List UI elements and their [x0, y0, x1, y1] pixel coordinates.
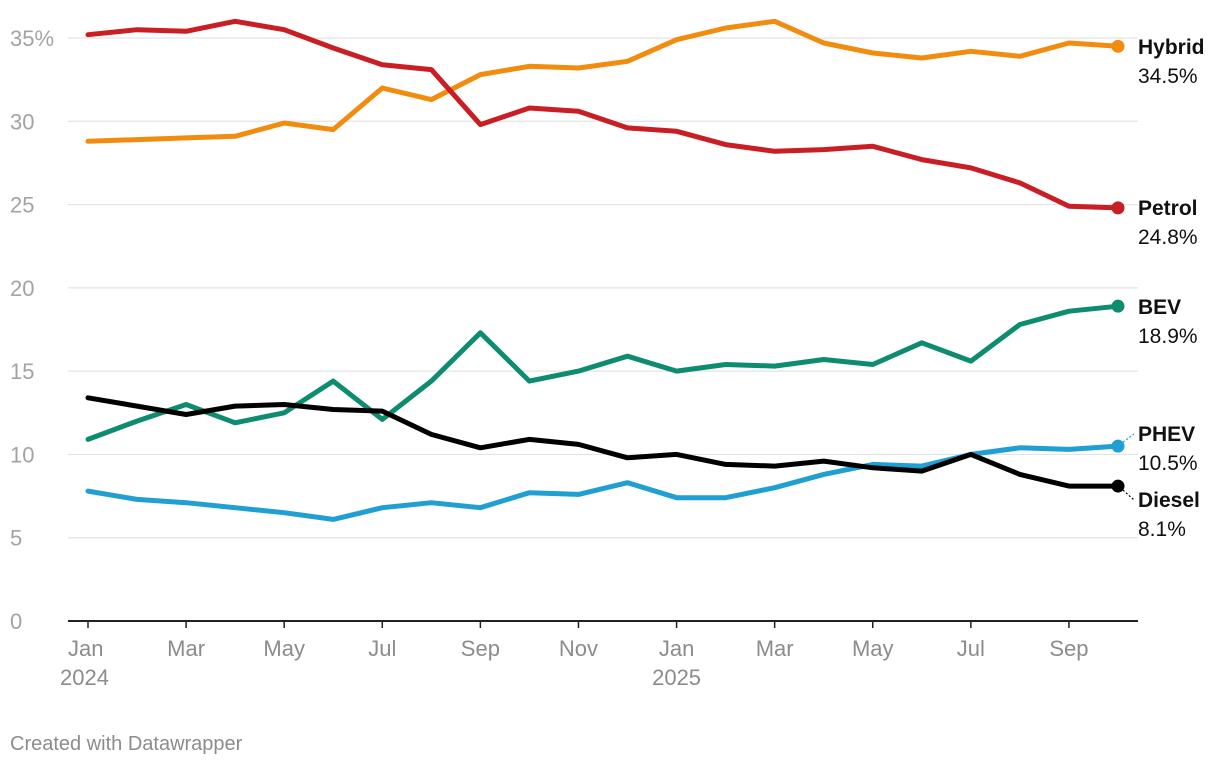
x-tick-label: May: [852, 636, 894, 661]
series-end-dot-petrol: [1111, 201, 1125, 215]
series-label-diesel: Diesel: [1138, 489, 1200, 512]
series-label-hybrid: Hybrid: [1138, 36, 1205, 59]
series-label-phev: PHEV: [1138, 423, 1195, 446]
series-label-connector-phev: [1122, 433, 1135, 443]
x-tick-label: May: [263, 636, 305, 661]
x-tick-label: Sep: [461, 636, 500, 661]
y-tick-label: 30: [10, 109, 34, 134]
x-axis-ticks: Jan 2024 Mar May Jul Sep Nov Jan 2025 Mar May Jul Se…: [60, 621, 1089, 690]
series-end-dot-hybrid: [1111, 39, 1125, 53]
y-tick-label: 20: [10, 276, 34, 301]
x-tick-year-label: 2024: [60, 665, 109, 690]
x-tick-label: Jan: [68, 636, 103, 661]
series-value-label-petrol: 24.8%: [1138, 226, 1198, 249]
series-line-bev: [85, 303, 1121, 442]
series-line-diesel: [85, 395, 1121, 489]
y-tick-label: 35%: [10, 26, 54, 51]
series-label-connector-diesel: [1122, 489, 1135, 501]
series-line-hybrid: [85, 18, 1121, 144]
x-tick-label: Sep: [1049, 636, 1088, 661]
series-end-dot-bev: [1111, 299, 1125, 313]
y-axis-ticks: 0 5 10 15 20 25 30 35%: [10, 26, 54, 634]
series-label-petrol: Petrol: [1138, 197, 1198, 220]
series-value-label-hybrid: 34.5%: [1138, 65, 1198, 88]
gridlines: [68, 37, 1138, 622]
y-tick-label: 10: [10, 442, 34, 467]
x-tick-label: Mar: [756, 636, 794, 661]
x-tick-year-label: 2025: [652, 665, 701, 690]
series-value-label-phev: 10.5%: [1138, 452, 1198, 475]
series-end-dot-phev: [1111, 439, 1125, 453]
y-tick-label: 0: [10, 609, 22, 634]
x-tick-label: Jul: [368, 636, 396, 661]
series-line-petrol: [85, 18, 1121, 211]
y-tick-label: 15: [10, 359, 34, 384]
series-lines: [85, 18, 1125, 522]
series-end-labels: Hybrid 34.5% Petrol 24.8% BEV 18.9% PHEV 10.5% D…: [1122, 36, 1205, 541]
x-tick-label: Jul: [957, 636, 985, 661]
x-tick-label: Jan: [659, 636, 694, 661]
series-value-label-diesel: 8.1%: [1138, 518, 1186, 541]
series-label-bev: BEV: [1138, 296, 1181, 319]
y-tick-label: 5: [10, 526, 22, 551]
x-tick-label: Nov: [559, 636, 598, 661]
credit-text: Created with Datawrapper: [10, 733, 243, 755]
x-tick-label: Mar: [167, 636, 205, 661]
series-end-dot-diesel: [1111, 479, 1125, 493]
series-value-label-bev: 18.9%: [1138, 325, 1198, 348]
y-tick-label: 25: [10, 193, 34, 218]
